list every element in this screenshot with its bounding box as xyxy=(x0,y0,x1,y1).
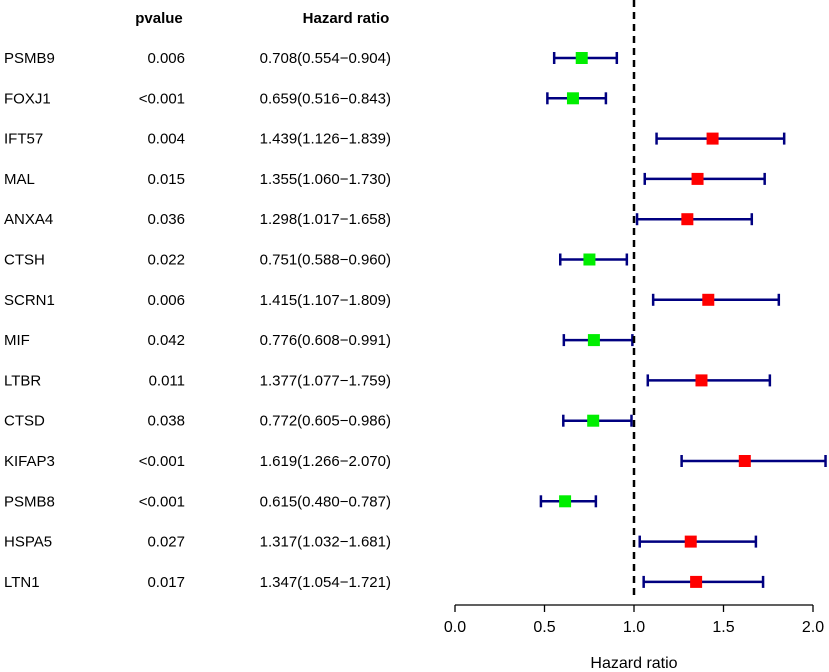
table-row: IFT57 0.004 1.439(1.126−1.839) xyxy=(4,131,391,148)
pvalue-value: 0.015 xyxy=(147,171,185,188)
hazard-ratio-value: 1.619(1.266−2.070) xyxy=(260,453,391,470)
table-row: KIFAP3 <0.001 1.619(1.266−2.070) xyxy=(4,453,391,470)
x-tick-label: 1.5 xyxy=(712,619,734,636)
ci-mark xyxy=(651,293,781,306)
hr-point xyxy=(566,92,579,105)
pvalue-value: <0.001 xyxy=(139,90,185,107)
hazard-ratio-value: 0.776(0.608−0.991) xyxy=(260,332,391,349)
hazard-ratio-value: 0.751(0.588−0.960) xyxy=(260,252,391,269)
pvalue-value: 0.022 xyxy=(147,252,185,269)
gene-label: IFT57 xyxy=(4,131,43,148)
ci-mark xyxy=(546,92,608,105)
pvalue-value: 0.006 xyxy=(147,50,185,67)
ci-mark xyxy=(638,535,758,548)
table-row: HSPA5 0.027 1.317(1.032−1.681) xyxy=(4,534,391,551)
gene-label: CTSD xyxy=(4,413,45,430)
pvalue-value: 0.004 xyxy=(147,131,185,148)
hazard-ratio-value: 1.298(1.017−1.658) xyxy=(260,211,391,228)
pvalue-header: pvalue xyxy=(135,10,183,27)
hr-point xyxy=(681,213,694,226)
ci-marks xyxy=(539,0,827,600)
hazard-ratio-value: 1.317(1.032−1.681) xyxy=(260,534,391,551)
x-axis-label: Hazard ratio xyxy=(590,655,677,672)
table-row: LTN1 0.017 1.347(1.054−1.721) xyxy=(4,574,391,591)
table-row: SCRN1 0.006 1.415(1.107−1.809) xyxy=(4,292,391,309)
hazard-ratio-value: 1.439(1.126−1.839) xyxy=(260,131,391,148)
table-row: LTBR 0.011 1.377(1.077−1.759) xyxy=(4,372,391,389)
hazard-ratio-value: 0.615(0.480−0.787) xyxy=(260,493,391,510)
table-row: CTSH 0.022 0.751(0.588−0.960) xyxy=(4,252,391,269)
ci-mark xyxy=(562,414,633,427)
hr-point xyxy=(575,52,588,64)
table-row: MIF 0.042 0.776(0.608−0.991) xyxy=(4,332,391,349)
hazard-ratio-value: 0.772(0.605−0.986) xyxy=(260,413,391,430)
ci-mark xyxy=(562,334,634,347)
hr-point xyxy=(691,172,704,185)
hazard-ratio-value: 0.708(0.554−0.904) xyxy=(260,50,391,67)
x-tick-label: 0.5 xyxy=(533,619,555,636)
ci-mark xyxy=(552,52,619,64)
x-tick-label: 1.0 xyxy=(623,619,645,636)
hazard-ratio-value: 1.377(1.077−1.759) xyxy=(260,372,391,389)
pvalue-value: 0.042 xyxy=(147,332,185,349)
table-row: ANXA4 0.036 1.298(1.017−1.658) xyxy=(4,211,391,228)
x-tick-label: 0.0 xyxy=(444,619,466,636)
hr-point xyxy=(583,253,596,266)
ci-mark xyxy=(559,253,629,266)
table-row: MAL 0.015 1.355(1.060−1.730) xyxy=(4,171,391,188)
pvalue-value: 0.006 xyxy=(147,292,185,309)
pvalue-value: 0.038 xyxy=(147,413,185,430)
gene-label: LTN1 xyxy=(4,574,40,591)
table-row: CTSD 0.038 0.772(0.605−0.986) xyxy=(4,413,391,430)
ci-mark xyxy=(643,172,766,185)
hazard-ratio-value: 0.659(0.516−0.843) xyxy=(260,90,391,107)
pvalue-value: 0.027 xyxy=(147,534,185,551)
x-tick-label: 2.0 xyxy=(802,619,824,636)
gene-label: CTSH xyxy=(4,252,45,269)
table-row: FOXJ1 <0.001 0.659(0.516−0.843) xyxy=(4,90,391,107)
hr-point xyxy=(702,293,715,306)
gene-label: KIFAP3 xyxy=(4,453,55,470)
ci-mark xyxy=(539,495,598,508)
gene-label: PSMB9 xyxy=(4,50,55,67)
pvalue-value: <0.001 xyxy=(139,493,185,510)
gene-label: MAL xyxy=(4,171,35,188)
ci-mark xyxy=(642,575,765,588)
hr-point xyxy=(690,575,703,588)
ci-mark xyxy=(646,374,772,387)
ci-mark xyxy=(635,213,754,226)
gene-label: MIF xyxy=(4,332,30,349)
pvalue-value: 0.017 xyxy=(147,574,185,591)
table-row: PSMB8 <0.001 0.615(0.480−0.787) xyxy=(4,493,391,510)
hr-point xyxy=(695,374,708,387)
hr-point xyxy=(738,455,751,467)
gene-label: LTBR xyxy=(4,372,41,389)
gene-label: PSMB8 xyxy=(4,493,55,510)
hr-point xyxy=(684,535,697,548)
hr-point xyxy=(706,132,719,145)
table-row: PSMB9 0.006 0.708(0.554−0.904) xyxy=(4,50,391,67)
hr-point xyxy=(559,495,572,508)
pvalue-value: 0.036 xyxy=(147,211,185,228)
hr-point xyxy=(587,414,600,427)
x-axis: 0.0 0.5 1.0 1.5 2.0 xyxy=(444,604,824,636)
hazard-ratio-value: 1.347(1.054−1.721) xyxy=(260,574,391,591)
gene-label: SCRN1 xyxy=(4,292,55,309)
gene-label: ANXA4 xyxy=(4,211,53,228)
gene-label: HSPA5 xyxy=(4,534,52,551)
ci-mark xyxy=(655,132,786,145)
gene-label: FOXJ1 xyxy=(4,90,51,107)
pvalue-value: 0.011 xyxy=(149,372,185,389)
ci-mark xyxy=(680,455,827,467)
hr-point xyxy=(587,334,600,347)
pvalue-value: <0.001 xyxy=(139,453,185,470)
hazard-ratio-header: Hazard ratio xyxy=(303,10,390,27)
hazard-ratio-value: 1.355(1.060−1.730) xyxy=(260,171,391,188)
table-rows: PSMB9 0.006 0.708(0.554−0.904) FOXJ1 <0.001 0… xyxy=(4,50,391,591)
hazard-ratio-value: 1.415(1.107−1.809) xyxy=(260,292,391,309)
